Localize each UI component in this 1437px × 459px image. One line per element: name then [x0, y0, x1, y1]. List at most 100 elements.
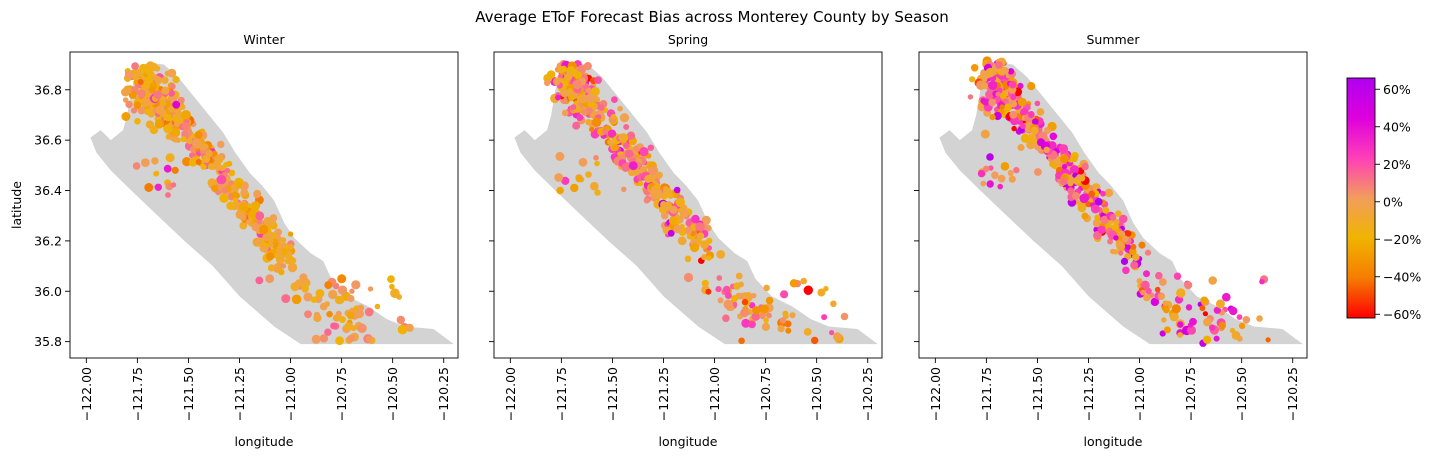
data-point [737, 292, 744, 300]
data-point [280, 263, 287, 269]
data-point [226, 201, 235, 210]
data-point [738, 281, 744, 288]
data-point [1081, 162, 1089, 171]
data-point [735, 272, 743, 280]
data-point [1130, 243, 1137, 250]
data-point [607, 129, 617, 138]
data-point [621, 162, 631, 172]
data-point [583, 62, 592, 71]
data-point [1030, 126, 1039, 135]
x-tick-label: −121.25 [656, 367, 671, 421]
data-point [1213, 306, 1221, 314]
data-point [765, 296, 774, 305]
data-point [610, 114, 617, 120]
data-point [173, 120, 181, 127]
data-point [980, 180, 987, 187]
data-point [637, 180, 644, 187]
data-point [628, 161, 638, 171]
data-point [618, 134, 626, 142]
data-point [240, 188, 249, 197]
x-tick-label: −121.50 [1030, 367, 1045, 421]
data-point [172, 136, 179, 143]
y-tick-label: 36.0 [34, 284, 62, 299]
data-point [789, 312, 796, 319]
data-point [1043, 146, 1050, 153]
data-point [154, 119, 164, 129]
data-point [1034, 100, 1041, 107]
data-point [777, 325, 785, 333]
data-point [1242, 316, 1251, 324]
data-point [168, 105, 175, 113]
data-point [752, 306, 761, 315]
data-point [172, 100, 181, 109]
x-tick-label: −120.25 [1285, 367, 1300, 421]
data-point [570, 104, 577, 110]
data-point [568, 94, 575, 102]
data-point [367, 286, 374, 292]
data-point [611, 96, 618, 103]
data-point [780, 290, 789, 299]
data-point [594, 160, 600, 167]
data-point [387, 275, 395, 283]
x-tick-label: −121.75 [554, 367, 569, 421]
data-point [560, 65, 567, 73]
data-point [336, 296, 345, 305]
data-point [578, 94, 588, 104]
data-point [263, 217, 273, 226]
data-point [163, 124, 173, 134]
x-tick-label: −120.75 [334, 367, 349, 421]
data-point [181, 130, 189, 138]
x-tick-label: −120.75 [758, 367, 773, 421]
data-point [684, 255, 692, 263]
data-point [217, 183, 223, 190]
data-point [716, 275, 723, 281]
data-point [1069, 165, 1079, 175]
y-axis [489, 89, 494, 343]
colorbar-tick-label: 0% [1383, 194, 1403, 209]
data-point [555, 151, 565, 161]
data-point [1145, 287, 1152, 295]
data-point [1159, 330, 1166, 337]
data-point [1109, 248, 1116, 255]
data-point [284, 258, 291, 265]
data-point [259, 224, 269, 235]
data-point [154, 65, 161, 72]
county-map-shape [514, 62, 878, 345]
data-point [170, 182, 177, 188]
y-tick-label: 36.4 [34, 183, 62, 198]
data-point [977, 169, 986, 178]
data-point [145, 120, 154, 129]
data-point [677, 236, 687, 246]
data-point [647, 144, 654, 151]
data-point [337, 274, 347, 284]
data-point [715, 286, 722, 293]
data-point [833, 332, 842, 341]
data-point [171, 166, 179, 174]
colorbar-tick-label: −40% [1383, 269, 1421, 284]
data-point [189, 146, 196, 153]
x-tick-label: −121.25 [232, 367, 247, 421]
data-point [556, 186, 564, 195]
data-point [1125, 230, 1132, 237]
data-point [560, 88, 569, 98]
data-point [1143, 293, 1151, 302]
data-point [344, 322, 354, 331]
data-point [133, 79, 139, 86]
data-point [982, 98, 990, 106]
data-point [389, 283, 395, 290]
data-point [245, 219, 252, 225]
panel-title: Winter [243, 32, 285, 47]
panel-winter: Winter −122.00 −121.75 −121.50 −121.25 −121.0… [9, 32, 459, 449]
data-point [811, 336, 819, 345]
data-point [287, 243, 294, 250]
data-point [701, 279, 709, 287]
data-point [238, 202, 249, 213]
data-point [564, 72, 573, 81]
data-point [1059, 154, 1069, 164]
data-point [188, 158, 198, 167]
data-point [554, 80, 560, 86]
panel-summer: Summer −122.00 −121.75 −121.50 −121.25 −121.0… [914, 32, 1308, 449]
data-point [141, 158, 150, 168]
data-point [132, 162, 141, 170]
data-point [335, 336, 344, 346]
